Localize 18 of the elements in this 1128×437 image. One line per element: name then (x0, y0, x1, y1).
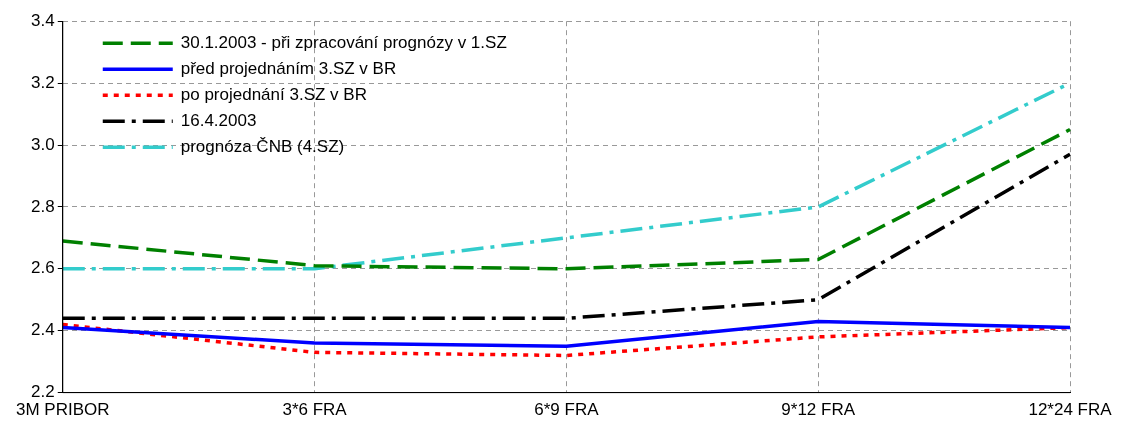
y-tick-label: 2.6 (31, 258, 55, 278)
x-tick-label: 12*24 FRA (1028, 400, 1113, 420)
x-tick-label: 9*12 FRA (781, 400, 856, 420)
y-tick-label: 3.4 (31, 10, 55, 30)
y-tick-label: 3.0 (31, 134, 55, 154)
x-tick-label: 3*6 FRA (282, 400, 348, 420)
legend-label: 30.1.2003 - při zpracování prognózy v 1.SZ (180, 32, 507, 52)
legend-label: 16.4.2003 (180, 110, 257, 130)
x-tick-label: 3M PRIBOR (15, 400, 110, 420)
line-series (61, 127, 1072, 271)
y-tick-label: 3.2 (31, 72, 55, 92)
y-tick-label: 2.2 (31, 382, 55, 402)
legend-label: před projednáním 3.SZ v BR (180, 58, 397, 78)
y-tick-label: 2.4 (31, 320, 55, 340)
y-tick-label: 2.8 (31, 196, 55, 216)
legend-label: prognóza ČNB (4.SZ) (180, 136, 345, 156)
legend-label: po projednání 3.SZ v BR (180, 84, 367, 104)
x-tick-label: 6*9 FRA (534, 400, 600, 420)
